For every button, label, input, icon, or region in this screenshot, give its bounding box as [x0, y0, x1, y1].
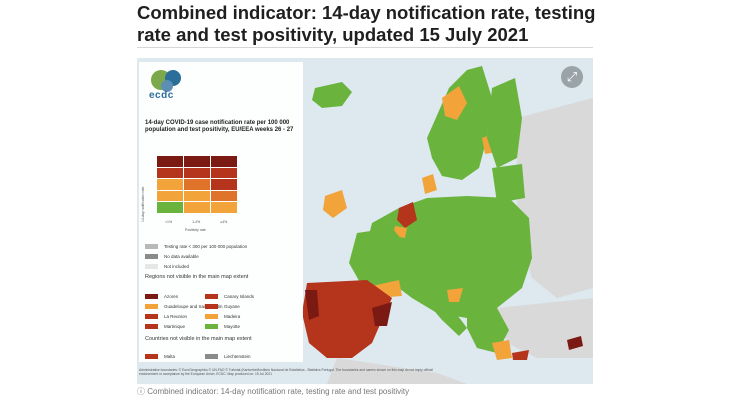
image-caption: ⓘ Combined indicator: 14-day notificatio…: [137, 386, 409, 397]
iberia-region: [302, 280, 392, 358]
legend-region-item: Guadeloupe and Saint Martin: [145, 304, 223, 310]
legend-swatch: [145, 254, 158, 260]
matrix-cell: [184, 156, 210, 167]
legend-title: 14-day COVID-19 case notification rate p…: [145, 120, 294, 133]
x-tick: ≥4%: [220, 220, 228, 224]
countries-title: Countries not visible in the main map ex…: [145, 336, 252, 342]
legend-swatch: [145, 304, 158, 310]
x-tick: <1%: [165, 220, 173, 224]
legend-region-item: La Reunion: [145, 314, 187, 320]
legend-country-item: Liechtenstein: [205, 354, 251, 360]
legend-x-ticks: <1% 1-4% ≥4%: [165, 220, 227, 224]
legend-swatch: [145, 294, 158, 300]
matrix-cell: [184, 179, 210, 190]
legend-region-item: Martinique: [145, 324, 185, 330]
matrix-cell: [157, 156, 183, 167]
legend-region-item: Madeira: [205, 314, 240, 320]
matrix-cell: [211, 202, 237, 213]
legend-matrix: [157, 156, 237, 213]
iceland-region: [312, 82, 352, 108]
matrix-cell: [184, 190, 210, 201]
matrix-cell: [184, 202, 210, 213]
legend-swatch: [205, 294, 218, 300]
legend-swatch: [145, 244, 158, 250]
legend-swatch: [205, 354, 218, 360]
legend-region-item: Mayotte: [205, 324, 240, 330]
x-tick: 1-4%: [192, 220, 201, 224]
matrix-cell: [157, 202, 183, 213]
matrix-cell: [211, 156, 237, 167]
page-title: Combined indicator: 14-day notification …: [137, 2, 596, 45]
matrix-cell: [211, 167, 237, 178]
legend-region-item: Canary Islands: [205, 294, 254, 300]
legend-region-item: Guyane: [205, 304, 240, 310]
scandinavia-region: [427, 66, 492, 180]
matrix-cell: [211, 190, 237, 201]
matrix-cell: [157, 179, 183, 190]
legend-swatch: [205, 324, 218, 330]
caption-text: Combined indicator: 14-day notification …: [147, 387, 410, 396]
title-divider: [137, 47, 593, 48]
legend-y-axis-label: 14-day notification rate: [141, 186, 145, 222]
expand-icon[interactable]: ⤢: [561, 66, 583, 88]
legend-status-item: Testing rate < 300 per 100 000 populatio…: [145, 244, 247, 250]
map-legend: ecdc 14-day COVID-19 case notification r…: [139, 62, 303, 362]
legend-status-item: Not included: [145, 264, 189, 270]
matrix-cell: [184, 167, 210, 178]
map-image[interactable]: ⤢ ecdc 14-day COVID-19 case notification…: [137, 58, 593, 384]
ecdc-logo-icon: [151, 70, 181, 92]
legend-swatch: [145, 264, 158, 270]
legend-swatch: [145, 314, 158, 320]
central-europe-region: [367, 196, 532, 318]
ireland-region: [323, 190, 347, 218]
matrix-cell: [157, 167, 183, 178]
legend-country-item: Malta: [145, 354, 175, 360]
matrix-cell: [211, 179, 237, 190]
legend-x-axis-label: Positivity rate: [185, 228, 206, 232]
legend-swatch: [145, 324, 158, 330]
legend-swatch: [145, 354, 158, 360]
legend-status-item: No data available: [145, 254, 199, 260]
logo-text: ecdc: [149, 90, 174, 101]
info-icon: ⓘ: [137, 387, 145, 396]
legend-region-item: Azores: [145, 294, 178, 300]
regions-title: Regions not visible in the main map exte…: [145, 274, 249, 280]
map-credits: Administrative boundaries: © EuroGeograp…: [139, 368, 433, 377]
legend-swatch: [205, 304, 218, 310]
matrix-cell: [157, 190, 183, 201]
legend-swatch: [205, 314, 218, 320]
